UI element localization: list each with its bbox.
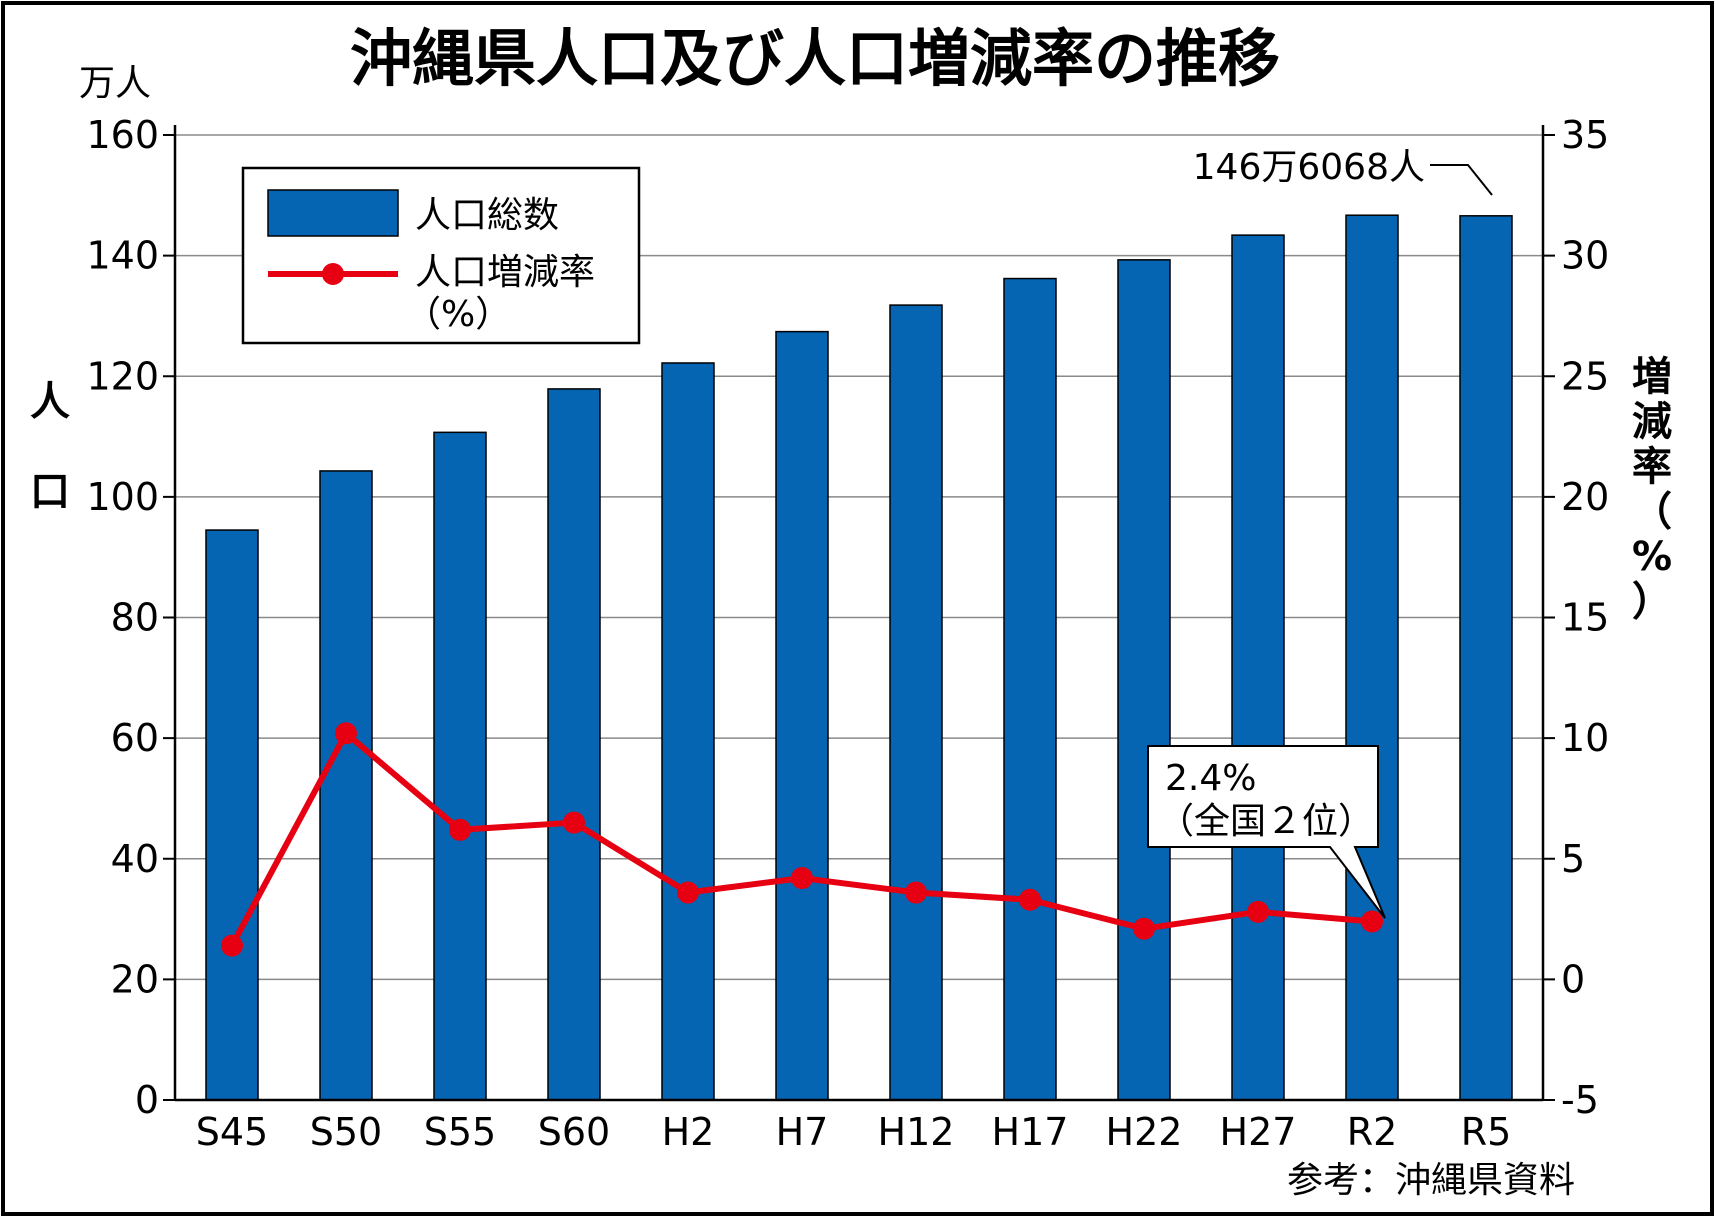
rate-callout: 2.4% （全国２位） [1147,745,1386,919]
legend-bar-label: 人口総数 [415,195,559,236]
x-tick-label: H7 [776,1110,829,1154]
tick-labels: 0 20 40 60 80 100 120 140 160 -5 0 5 10 15 20 25 30 35 S45… [86,113,1609,1154]
population-callout: 146万6068人 [1193,147,1493,196]
x-tick-label: H2 [662,1110,715,1154]
right-tick-label: 30 [1561,234,1609,278]
right-tick-label: 15 [1561,596,1609,640]
right-tick-label: -5 [1561,1078,1599,1122]
rate-point [221,934,243,957]
rate-point [791,867,813,890]
rate-point [563,811,585,834]
bar [1003,277,1057,1101]
left-tick-label: 120 [86,354,159,398]
rate-point [1247,900,1269,923]
bar-series [205,214,1513,1101]
bar [1459,215,1513,1101]
bar [775,330,829,1101]
right-tick-label: 20 [1561,475,1609,519]
population-callout-leader [1430,164,1493,196]
rate-point [677,881,699,904]
right-axis-title: 増減率（%） [1632,354,1672,625]
bar [433,431,487,1101]
left-axis-title-text: 人口 [30,379,70,515]
population-callout-value: 146万6068人 [1193,147,1425,188]
left-tick-label: 100 [86,475,159,519]
right-tick-label: 35 [1561,113,1609,157]
legend-line-unit: （%） [405,294,511,335]
right-tick-label: 25 [1561,354,1609,398]
left-axis-title: 人口 [30,379,70,515]
left-tick-label: 160 [86,113,159,157]
bar [889,304,943,1101]
callout-box [1147,745,1386,919]
axes [163,125,1555,1102]
bar [661,362,715,1101]
bar [1345,214,1399,1101]
rate-point [1019,888,1041,911]
x-tick-label: S45 [196,1110,268,1154]
x-tick-label: S50 [310,1110,382,1154]
rate-callout-rank: （全国２位） [1158,801,1374,842]
x-tick-label: R2 [1347,1110,1398,1154]
chart-title: 沖縄県人口及び人口増減率の推移 [350,22,1280,95]
bar [547,388,601,1101]
line-series [221,722,1383,957]
legend-bar-swatch [267,189,399,237]
right-tick-label: 0 [1561,957,1585,1001]
left-tick-label: 0 [135,1078,159,1122]
x-tick-label: R5 [1461,1110,1512,1154]
rate-point [1133,917,1155,940]
grid-lines [175,134,1543,981]
x-tick-label: S55 [424,1110,496,1154]
right-axis-title-text: 増減率（%） [1632,354,1672,625]
bar [205,529,259,1101]
rate-callout-value: 2.4% [1165,758,1256,799]
x-tick-label: H17 [992,1110,1069,1154]
rate-point [449,818,471,841]
x-tick-label: S60 [538,1110,610,1154]
bar [319,470,373,1101]
legend-line-label: 人口増減率 [415,252,595,293]
rate-point [905,881,927,904]
right-tick-label: 10 [1561,716,1609,760]
source-note: 参考：沖縄県資料 [1287,1160,1575,1201]
left-tick-label: 60 [111,716,159,760]
left-tick-label: 140 [86,234,159,278]
legend-line-marker [322,263,344,285]
left-tick-label: 80 [111,596,159,640]
x-tick-label: H22 [1106,1110,1183,1154]
right-tick-label: 5 [1561,837,1585,881]
rate-point [1361,910,1383,933]
left-tick-label: 40 [111,837,159,881]
left-unit-label: 万人 [79,63,151,104]
left-tick-label: 20 [111,957,159,1001]
x-tick-label: H27 [1220,1110,1297,1154]
bar [1231,234,1285,1101]
rate-point [335,722,357,745]
x-tick-label: H12 [878,1110,955,1154]
bar [1117,259,1171,1101]
legend: 人口総数 人口増減率 （%） [241,166,641,345]
